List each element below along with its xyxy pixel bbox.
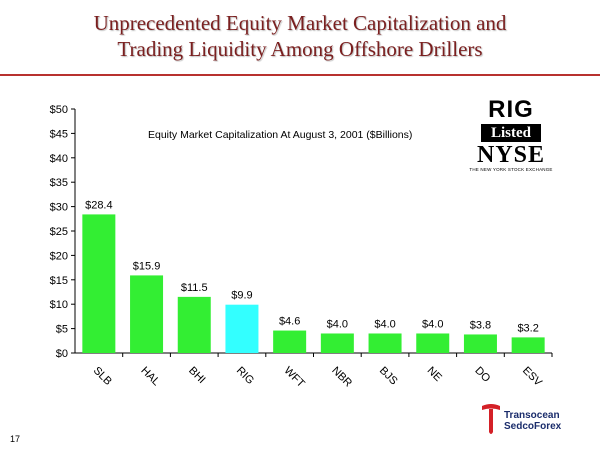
slide-title-line-1: Unprecedented Equity Market Capitalizati… [93, 11, 507, 35]
bar-do [463, 334, 497, 353]
category-label-bjs: BJS [377, 365, 400, 388]
data-label-hal: $15.9 [133, 260, 161, 272]
slide-title-line-2: Trading Liquidity Among Offshore Driller… [117, 37, 483, 61]
category-label-slb: SLB [91, 365, 114, 388]
bar-nbr [320, 333, 354, 353]
y-tick-label: $30 [50, 202, 68, 214]
bar-hal [130, 275, 164, 353]
category-label-ne: NE [425, 365, 444, 384]
logo-text: Transocean SedcoForex [504, 410, 561, 432]
category-label-bhi: BHI [186, 365, 207, 386]
y-tick-label: $50 [50, 104, 68, 116]
bar-rig [225, 304, 259, 353]
slide-title: Unprecedented Equity Market Capitalizati… [0, 10, 600, 62]
title-divider [0, 74, 600, 76]
logo-t-icon [482, 404, 500, 434]
badge-ticker: RIG [488, 96, 534, 123]
logo-line-2: SedcoForex [504, 421, 562, 432]
bar-bjs [368, 333, 402, 353]
chart-subtitle: Equity Market Capitalization At August 3… [148, 129, 412, 141]
y-tick-label: $20 [50, 250, 68, 262]
category-label-nbr: NBR [329, 365, 354, 390]
company-logo: Transocean SedcoForex [478, 402, 578, 442]
data-label-esv: $3.2 [517, 322, 538, 334]
y-tick-label: $15 [50, 275, 68, 287]
data-label-bjs: $4.0 [374, 318, 395, 330]
data-label-rig: $9.9 [231, 290, 252, 302]
logo-line-1: Transocean [504, 410, 560, 421]
category-label-rig: RIG [234, 365, 256, 387]
y-tick-label: $5 [56, 324, 68, 336]
nyse-listed-badge: RIG Listed NYSE THE NEW YORK STOCK EXCHA… [467, 98, 555, 186]
category-label-do: DO [472, 365, 492, 385]
data-label-ne: $4.0 [422, 318, 443, 330]
y-tick-label: $35 [50, 177, 68, 189]
data-label-slb: $28.4 [85, 199, 113, 211]
data-label-bhi: $11.5 [181, 282, 208, 294]
data-label-do: $3.8 [470, 319, 491, 331]
y-tick-label: $45 [50, 128, 68, 140]
y-tick-label: $40 [50, 153, 68, 165]
category-label-hal: HAL [138, 365, 162, 389]
data-label-wft: $4.6 [279, 316, 300, 328]
chart-bars [82, 214, 545, 353]
bar-slb [82, 214, 116, 353]
bar-esv [511, 337, 545, 353]
badge-listed-label: Listed [480, 124, 541, 142]
bar-wft [273, 330, 307, 353]
data-label-nbr: $4.0 [327, 318, 348, 330]
y-tick-label: $0 [56, 348, 68, 360]
badge-nyse-logo: NYSE [476, 142, 546, 168]
category-label-esv: ESV [520, 365, 545, 390]
y-tick-label: $10 [50, 299, 68, 311]
page-number: 17 [10, 434, 21, 444]
category-label-wft: WFT [282, 365, 308, 391]
bar-bhi [177, 296, 211, 353]
y-tick-label: $25 [50, 226, 68, 238]
badge-nyse-subtitle: THE NEW YORK STOCK EXCHANGE [469, 167, 553, 172]
bar-ne [416, 333, 450, 353]
